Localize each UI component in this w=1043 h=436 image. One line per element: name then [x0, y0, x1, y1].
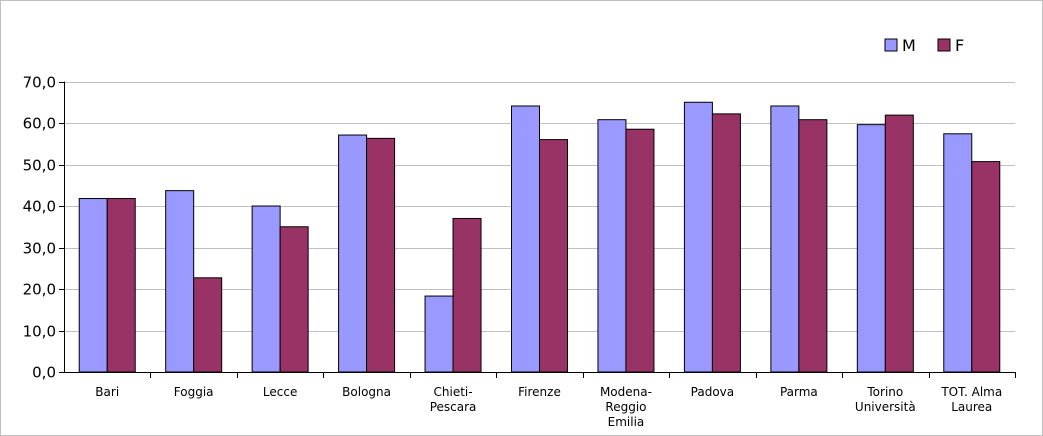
bar-m	[165, 190, 195, 373]
x-category-label-line: Reggio	[605, 400, 646, 414]
bar-f	[539, 139, 568, 373]
bar-f	[625, 128, 655, 373]
y-tick-label: 0,0	[32, 364, 56, 382]
x-category-label: Padova	[691, 385, 734, 399]
x-category-label-line: Bari	[95, 385, 119, 399]
bar-m	[856, 124, 886, 373]
legend-label-f: F	[955, 36, 964, 55]
y-tick-label: 70,0	[23, 74, 56, 92]
x-category-label-line: Firenze	[518, 385, 561, 399]
bar-f	[884, 114, 914, 373]
x-category-labels: Bari Foggia Lecce Bologna Chieti-Pescara Fire…	[95, 385, 1002, 429]
x-category-label-line: Bologna	[342, 385, 391, 399]
y-tick-label: 20,0	[23, 281, 56, 299]
bar-m	[943, 133, 973, 373]
bar-m	[251, 205, 281, 373]
bar-f	[193, 277, 223, 373]
x-category-label-line: Lecce	[263, 385, 297, 399]
y-tick-label: 10,0	[23, 323, 56, 341]
x-category-label-line: TOT. Alma	[940, 385, 1002, 399]
bar-m	[597, 119, 627, 373]
bar-m	[338, 134, 368, 373]
y-tick-label: 30,0	[23, 240, 56, 258]
bar-f	[279, 226, 309, 373]
y-tick-labels: 0,0 10,0 20,0 30,0 40,0 50,0 60,0 70,0	[23, 74, 56, 382]
bar-f	[798, 119, 828, 373]
x-category-label-line: Foggia	[174, 385, 214, 399]
legend-swatch-f	[937, 38, 951, 52]
legend-swatch-m	[884, 38, 898, 52]
x-category-label: Parma	[780, 385, 818, 399]
x-category-label: Modena-Reggio Emilia	[600, 385, 652, 429]
y-tick-label: 60,0	[23, 115, 56, 133]
x-category-label: Bari	[95, 385, 119, 399]
x-category-label: TOT. Alma Laurea	[940, 385, 1002, 414]
x-category-label: Lecce	[263, 385, 297, 399]
x-category-label: Chieti-Pescara	[430, 385, 477, 414]
legend-label-m: M	[902, 36, 916, 55]
bar-f	[106, 198, 136, 373]
x-category-label-line: Modena-	[600, 385, 652, 399]
bar-m	[770, 105, 800, 373]
x-category-label-line: Chieti-	[434, 385, 473, 399]
bar-m	[78, 198, 108, 373]
x-category-label-line: Pescara	[430, 400, 477, 414]
x-category-label-line: Laurea	[951, 400, 992, 414]
bar-f	[366, 137, 396, 373]
axes	[59, 81, 1016, 378]
x-category-label: Firenze	[518, 385, 561, 399]
x-category-label-line: Università	[855, 400, 916, 414]
x-category-label-line: Torino	[866, 385, 903, 399]
bar-m	[511, 105, 540, 373]
x-category-label: Torino Università	[855, 385, 916, 414]
bar-m	[424, 295, 454, 373]
x-category-label: Foggia	[174, 385, 214, 399]
bars	[78, 101, 1001, 373]
bar-f	[971, 161, 1001, 373]
bar-f	[452, 217, 482, 373]
y-tick-label: 40,0	[23, 198, 56, 216]
bar-f	[711, 113, 741, 373]
y-tick-label: 50,0	[23, 157, 56, 175]
x-category-label-line: Emilia	[608, 415, 645, 429]
x-category-label-line: Parma	[780, 385, 818, 399]
x-category-label-line: Padova	[691, 385, 734, 399]
x-category-label: Bologna	[342, 385, 391, 399]
bar-m	[683, 101, 713, 373]
